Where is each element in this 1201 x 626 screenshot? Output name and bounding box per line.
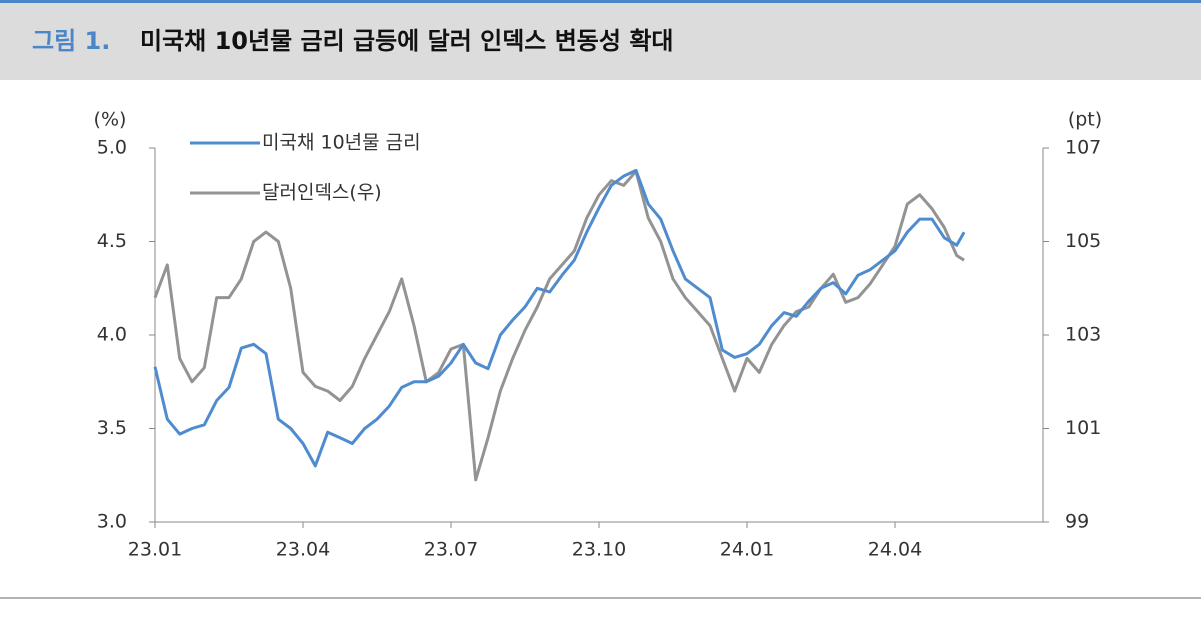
series-line (153, 169, 965, 482)
y2-tick-label: 107 (1065, 137, 1101, 159)
y-axis-label: (%) (94, 109, 127, 131)
legend-label: 달러인덱스(우) (262, 182, 382, 204)
x-tick-label: 23.01 (128, 539, 182, 561)
y2-tick-label: 99 (1065, 511, 1089, 533)
x-tick-label: 24.04 (868, 539, 922, 561)
y2-tick-label: 105 (1065, 230, 1101, 252)
y2-axis-label: (pt) (1068, 109, 1102, 131)
header-rule (0, 0, 1201, 3)
header-band (0, 0, 1201, 80)
x-tick-label: 23.07 (424, 539, 478, 561)
y-tick-label: 3.0 (97, 511, 127, 533)
x-tick-label: 24.01 (720, 539, 774, 561)
y-tick-label: 5.0 (97, 137, 127, 159)
legend-label: 미국채 10년물 금리 (262, 132, 421, 154)
chart-title: 미국채 10년물 금리 급등에 달러 인덱스 변동성 확대 (140, 27, 674, 55)
x-tick-label: 23.10 (572, 539, 626, 561)
y2-tick-label: 101 (1065, 417, 1101, 439)
y2-tick-label: 103 (1065, 324, 1101, 346)
y-tick-label: 3.5 (97, 417, 127, 439)
series-line (153, 168, 966, 468)
x-tick-label: 23.04 (276, 539, 330, 561)
figure-label: 그림 1. (32, 27, 110, 55)
y-tick-label: 4.0 (97, 324, 127, 346)
y-tick-label: 4.5 (97, 230, 127, 252)
